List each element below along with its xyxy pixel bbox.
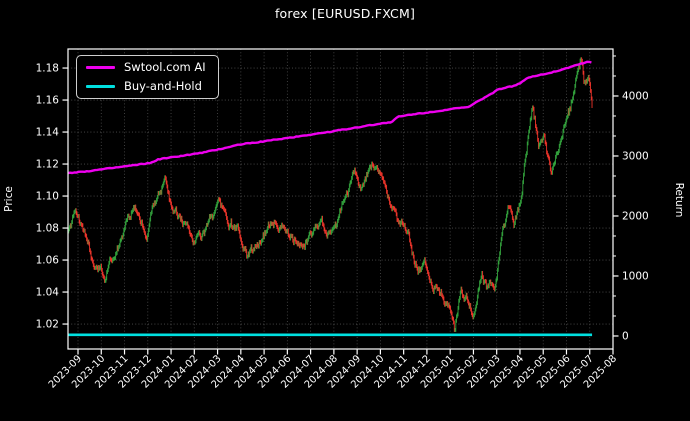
legend-item-buy-and-hold: Buy-and-Hold [86,78,206,93]
legend-label-buy-and-hold: Buy-and-Hold [124,78,202,93]
price-tick-label: 1.14 [36,127,60,139]
return-tick-label: 4000 [622,90,649,102]
x-axis: 2023-092023-102023-112023-122024-012024-… [47,349,619,391]
price-tick-label: 1.12 [36,159,59,171]
ai-return-line [67,60,592,175]
legend-item-ai: Swtool.com AI [86,60,206,74]
return-tick-label: 3000 [622,150,649,162]
price-tick-label: 1.18 [36,63,59,75]
price-tick-label: 1.02 [36,319,59,331]
right-axis-label: Return [673,182,685,218]
return-tick-label: 2000 [622,210,649,222]
chart-title: forex [EURUSD.FXCM] [274,6,416,21]
return-tick-label: 0 [622,330,629,342]
price-tick-label: 1.16 [36,95,60,107]
legend-label-ai: Swtool.com AI [124,60,206,74]
price-tick-label: 1.10 [36,191,59,203]
y-axis-left: 1.02 1.04 1.06 1.08 1.10 1.12 1.14 1.16 1.18 [36,63,68,331]
price-tick-label: 1.08 [36,223,59,235]
plot-border [67,48,614,350]
left-axis-label: Price [3,186,15,212]
ai-line-swatch [86,66,115,70]
price-tick-label: 1.04 [36,287,60,299]
return-tick-label: 1000 [622,270,649,282]
price-tick-label: 1.06 [36,255,60,267]
price-series [68,57,593,332]
legend: Swtool.com AI Buy-and-Hold [76,55,219,99]
y-axis-right: 0 1000 2000 3000 4000 [613,55,649,342]
buy-and-hold-swatch [86,84,115,88]
